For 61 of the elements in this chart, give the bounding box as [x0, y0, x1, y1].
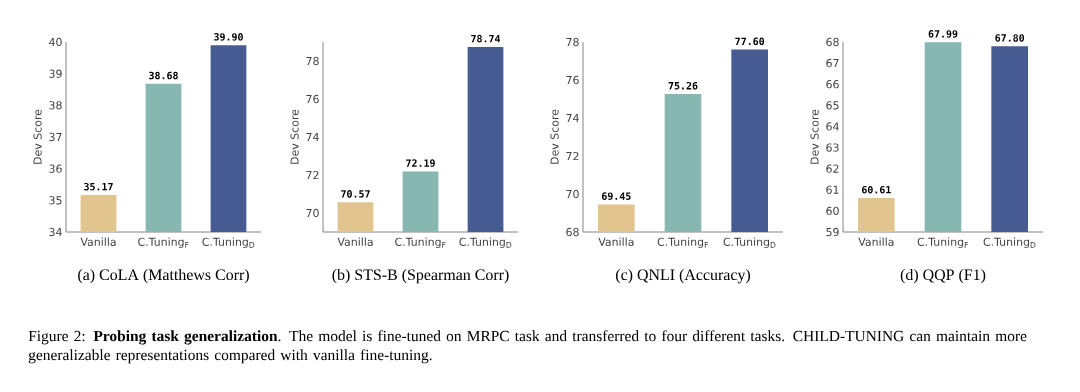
data-label: 60.61 [861, 185, 891, 194]
y-tick-label: 68 [566, 227, 579, 237]
y-axis-title: Dev Score [550, 109, 559, 164]
y-tick-label: 72 [306, 170, 319, 180]
y-tick-label: 76 [566, 75, 579, 85]
y-tick-label: 70 [306, 208, 319, 218]
x-axis-title: (a) CoLA (Matthews Corr) [78, 268, 249, 284]
y-axis-title: Dev Score [290, 109, 299, 164]
data-label: 75.26 [668, 81, 698, 90]
data-label: 70.57 [341, 190, 370, 198]
y-tick-label: 40 [49, 37, 62, 47]
data-label: 35.17 [84, 182, 113, 191]
x-tick-label: C.Tuning$_{F}$ [395, 237, 446, 249]
x-tick-label: C.Tuning$_{F}$ [138, 237, 189, 249]
y-tick-label: 59 [826, 227, 839, 237]
y-tick-label: 70 [566, 189, 579, 199]
y-tick-label: 60 [826, 206, 839, 216]
y-tick-label: 76 [306, 94, 319, 104]
y-tick-label: 63 [826, 143, 839, 152]
x-axis-title: (d) QQP (F1) [900, 268, 986, 284]
y-tick-label: 78 [306, 56, 319, 66]
x-axis-title: (c) QNLI (Accuracy) [616, 268, 751, 284]
data-label: 67.99 [928, 30, 958, 38]
y-tick-label: 64 [826, 122, 839, 131]
x-tick-label: C.Tuning$_{D}$ [983, 237, 1036, 249]
data-label: 67.80 [995, 34, 1025, 42]
y-tick-label: 72 [566, 151, 579, 161]
data-label: 78.74 [471, 34, 501, 43]
y-tick-label: 78 [566, 37, 579, 47]
x-tick-label: Vanilla [598, 237, 634, 246]
caption: Figure 2: Probing task generalization. The model is fine-tuned on MRPC task and transferred to four different tasks. CHILD-TUNING can maintain more generalizable representations compared with vanilla fine-tuning. [28, 330, 1027, 364]
data-label: 38.68 [149, 71, 178, 80]
data-label: 39.90 [214, 33, 243, 41]
y-axis-title: Dev Score [810, 109, 819, 164]
data-label: 69.45 [601, 192, 631, 200]
x-tick-label: Vanilla [337, 237, 373, 246]
y-tick-label: 34 [49, 227, 62, 237]
y-axis-title: Dev Score [33, 109, 42, 164]
y-tick-label: 35 [49, 196, 62, 205]
data-label: 77.60 [735, 37, 765, 46]
x-tick-label: Vanilla [80, 237, 116, 246]
y-tick-label: 74 [566, 114, 579, 122]
y-tick-label: 38 [49, 101, 62, 110]
y-tick-label: 61 [826, 185, 839, 194]
y-tick-label: 67 [826, 58, 839, 68]
y-tick-label: 65 [826, 101, 839, 110]
y-tick-label: 36 [49, 164, 62, 173]
x-tick-label: C.Tuning$_{F}$ [917, 237, 969, 249]
x-tick-label: C.Tuning$_{D}$ [459, 237, 512, 249]
y-tick-label: 66 [826, 80, 839, 89]
x-tick-label: C.Tuning$_{D}$ [723, 237, 776, 249]
y-tick-label: 68 [826, 37, 839, 47]
y-tick-label: 74 [306, 133, 319, 141]
y-tick-label: 62 [826, 164, 839, 173]
y-tick-label: 39 [49, 69, 62, 78]
x-axis-title: (b) STS-B (Spearman Corr) [332, 268, 509, 284]
data-label: 72.19 [406, 159, 435, 167]
x-tick-label: Vanilla [858, 237, 894, 246]
x-tick-label: C.Tuning$_{F}$ [657, 237, 709, 249]
y-tick-label: 37 [49, 132, 62, 142]
x-tick-label: C.Tuning$_{D}$ [202, 237, 255, 249]
